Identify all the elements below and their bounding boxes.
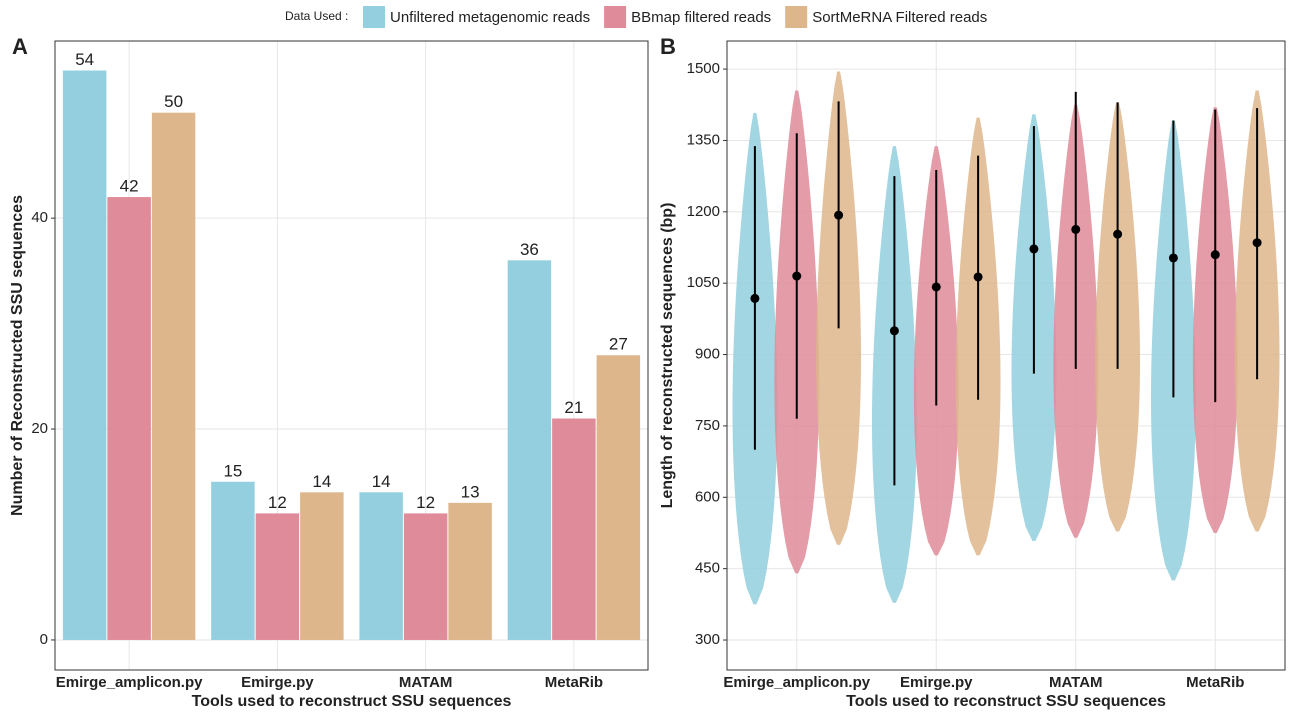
point [750, 293, 760, 303]
bar [596, 355, 641, 640]
bar [552, 418, 596, 640]
point [792, 271, 802, 281]
x-tick-label: Emirge_amplicon.py [56, 674, 203, 691]
y-tick-label: 0 [40, 631, 48, 648]
y-tick-label: 20 [31, 420, 48, 437]
data-label: 13 [461, 482, 480, 501]
panel-label: B [660, 34, 676, 59]
y-tick-label: 1350 [687, 131, 720, 148]
x-tick-label: MetaRib [1186, 674, 1244, 691]
point [1071, 224, 1081, 234]
y-tick-label: 1050 [687, 274, 720, 291]
y-tick-label: 300 [695, 631, 720, 648]
point [931, 282, 941, 292]
data-label: 14 [312, 472, 331, 491]
data-label: 12 [416, 493, 435, 512]
data-label: 42 [120, 177, 139, 196]
y-tick-label: 900 [695, 346, 720, 363]
y-tick-label: 450 [695, 560, 720, 577]
x-tick-label: MATAM [399, 674, 453, 691]
legend-swatch [363, 6, 385, 28]
x-tick-label: Emirge.py [241, 674, 314, 691]
point [1210, 250, 1220, 260]
x-axis-title: Tools used to reconstruct SSU sequences [846, 693, 1166, 710]
y-tick-label: 1200 [687, 203, 720, 220]
y-tick-label: 750 [695, 417, 720, 434]
data-label: 36 [520, 240, 539, 259]
bar [62, 70, 107, 640]
y-tick-label: 600 [695, 488, 720, 505]
legend-swatch [785, 6, 808, 28]
x-tick-label: MetaRib [545, 674, 603, 691]
panel-label: A [12, 34, 28, 59]
plot-border [54, 40, 649, 671]
data-label: 14 [372, 472, 391, 491]
point [1113, 229, 1123, 239]
bar [448, 502, 492, 640]
data-label: 50 [164, 92, 183, 111]
legend-label: SortMeRNA Filtered reads [812, 9, 987, 26]
plot-border [726, 40, 1286, 671]
bar [359, 492, 403, 640]
data-label: 21 [564, 398, 583, 417]
point [1168, 253, 1178, 263]
legend-label: BBmap filtered reads [631, 9, 771, 26]
bar [507, 260, 552, 640]
bar [300, 492, 344, 640]
y-tick-label: 40 [31, 209, 48, 226]
x-tick-label: Emirge.py [900, 674, 973, 691]
point [1252, 238, 1262, 248]
x-tick-label: Emirge_amplicon.py [723, 674, 870, 691]
y-tick-label: 1500 [687, 60, 720, 77]
bar [211, 481, 255, 640]
bar [107, 197, 151, 640]
data-label: 27 [609, 335, 628, 354]
y-axis-title: Length of reconstructed sequences (bp) [659, 203, 676, 509]
bar [255, 513, 300, 640]
data-label: 12 [268, 493, 287, 512]
x-tick-label: MATAM [1049, 674, 1103, 691]
legend-title: Data Used : [285, 9, 348, 23]
point [889, 326, 899, 336]
data-label: 54 [75, 50, 94, 69]
point [973, 272, 983, 282]
legend-label: Unfiltered metagenomic reads [390, 9, 590, 26]
bar [403, 513, 448, 640]
legend-swatch [604, 6, 627, 28]
data-label: 15 [223, 461, 242, 480]
y-axis-title: Number of Reconstructed SSU sequences [9, 195, 26, 516]
bar [151, 112, 196, 640]
x-axis-title: Tools used to reconstruct SSU sequences [192, 693, 512, 710]
point [1029, 244, 1039, 254]
point [834, 210, 844, 220]
